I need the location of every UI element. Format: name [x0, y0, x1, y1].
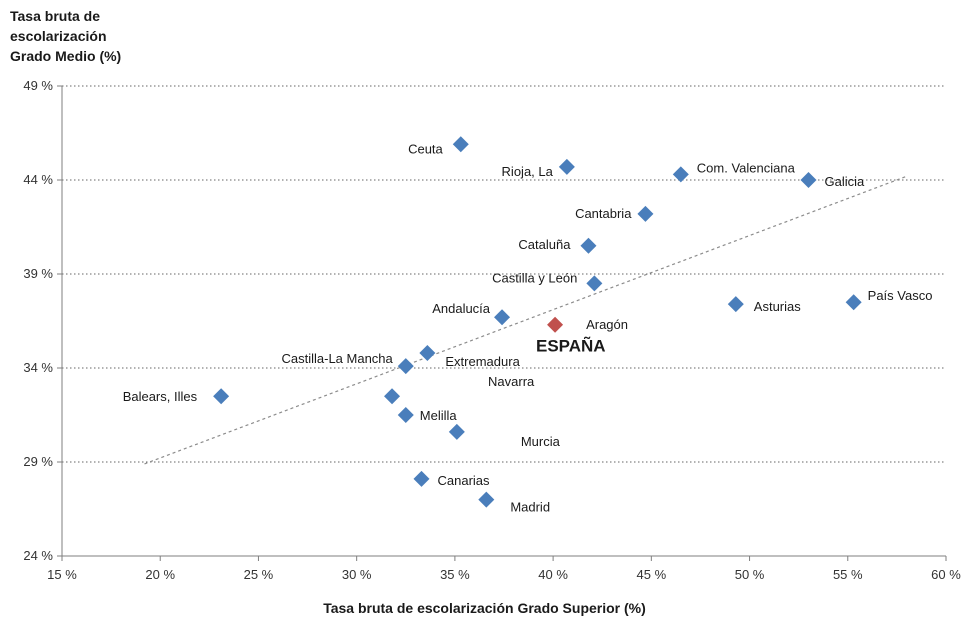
x-tick-label: 45 %: [637, 567, 667, 582]
annotation-label: ESPAÑA: [536, 335, 606, 355]
x-tick-label: 25 %: [244, 567, 274, 582]
x-tick-label: 55 %: [833, 567, 863, 582]
point-label: Rioja, La: [502, 164, 554, 179]
data-point: [213, 388, 230, 405]
data-point: [478, 491, 495, 508]
y-axis-title-line-2: escolarización: [10, 28, 107, 44]
point-label: Canarias: [437, 473, 490, 488]
point-label: Balears, Illes: [123, 389, 198, 404]
x-tick-label: 30 %: [342, 567, 372, 582]
point-label: País Vasco: [868, 288, 933, 303]
y-tick-label: 24 %: [23, 548, 53, 563]
y-axis-title-line-3: Grado Medio (%): [10, 48, 122, 64]
point-label: Com. Valenciana: [697, 160, 796, 175]
data-point: [397, 407, 414, 423]
data-point: [580, 237, 597, 254]
data-point: [547, 316, 564, 333]
x-tick-label: 60 %: [931, 567, 961, 582]
y-axis-title-line-1: Tasa bruta de: [10, 8, 100, 24]
point-label: Cataluña: [518, 237, 571, 252]
x-tick-label: 50 %: [735, 567, 765, 582]
data-point: [413, 470, 430, 487]
point-label: Extremadura: [445, 354, 520, 369]
y-tick-label: 44 %: [23, 172, 53, 187]
data-point: [637, 205, 654, 222]
x-tick-label: 15 %: [47, 567, 77, 582]
x-tick-label: 40 %: [538, 567, 568, 582]
data-point: [452, 136, 469, 153]
data-point: [845, 294, 862, 311]
y-axis-title: Tasa bruta de escolarización Grado Medio…: [10, 6, 121, 66]
data-point: [384, 388, 401, 405]
point-label: Castilla-La Mancha: [281, 351, 393, 366]
trendline: [144, 175, 907, 465]
point-label: Melilla: [420, 408, 458, 423]
data-point: [448, 423, 465, 440]
data-point: [558, 158, 575, 175]
point-label: Aragón: [586, 317, 628, 332]
data-point: [672, 166, 689, 183]
x-tick-label: 20 %: [145, 567, 175, 582]
y-tick-label: 39 %: [23, 266, 53, 281]
data-point: [800, 172, 817, 188]
data-point: [397, 358, 414, 375]
point-label: Galicia: [824, 174, 865, 189]
y-tick-label: 29 %: [23, 454, 53, 469]
point-label: Cantabria: [575, 206, 632, 221]
y-tick-label: 34 %: [23, 360, 53, 375]
x-tick-label: 35 %: [440, 567, 470, 582]
y-tick-label: 49 %: [23, 78, 53, 93]
data-point: [586, 275, 603, 292]
point-label: Andalucía: [432, 301, 491, 316]
point-label: Madrid: [510, 500, 550, 515]
point-label: Asturias: [754, 299, 801, 314]
data-point: [419, 344, 436, 361]
point-label: Ceuta: [408, 141, 443, 156]
data-point: [494, 309, 511, 326]
point-label: Murcia: [521, 434, 561, 449]
point-label: Navarra: [488, 374, 535, 389]
data-point: [727, 296, 744, 313]
point-label: Castilla y León: [492, 270, 577, 285]
x-axis-title: Tasa bruta de escolarización Grado Super…: [323, 600, 646, 616]
